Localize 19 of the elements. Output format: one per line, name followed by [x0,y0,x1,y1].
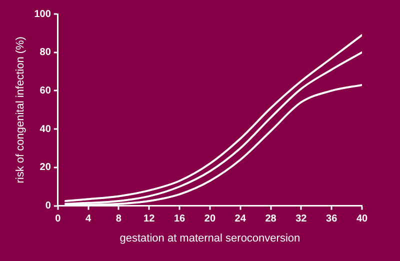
y-tick-label: 40 [40,124,52,135]
x-tick-label: 36 [326,214,338,225]
x-tick-label: 20 [204,214,216,225]
x-tick-label: 0 [55,214,62,225]
x-tick-label: 16 [174,214,186,225]
x-tick-label: 40 [356,214,368,225]
y-tick-label: 0 [45,200,52,212]
x-tick-label: 12 [144,214,156,225]
x-tick-label: 24 [234,214,246,225]
y-tick-label: 80 [40,47,52,58]
x-axis-title: gestation at maternal seroconversion [120,232,300,244]
y-tick-label: 20 [40,162,52,174]
x-tick-label: 8 [116,214,122,225]
x-tick-label: 4 [86,214,92,225]
x-tick-label: 28 [265,214,277,225]
y-tick-label: 60 [40,85,52,96]
y-axis-title: risk of congenital infection (%) [14,36,27,184]
y-tick-label: 100 [34,8,52,20]
x-tick-label: 32 [296,214,308,225]
